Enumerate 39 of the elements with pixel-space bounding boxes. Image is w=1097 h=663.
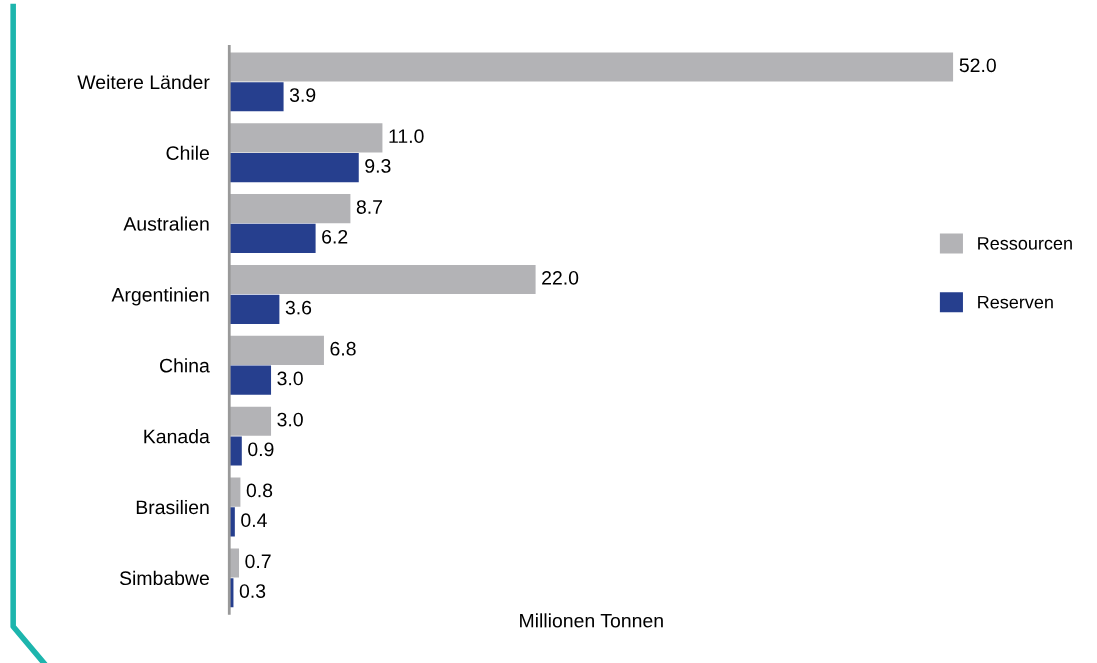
bar (229, 52, 954, 82)
bar (229, 123, 383, 153)
bar (229, 335, 324, 365)
bar (229, 82, 284, 112)
data-label: 8.7 (356, 200, 383, 214)
data-label: 52.0 (959, 58, 996, 73)
data-label: 0.7 (245, 554, 271, 569)
bar (229, 406, 272, 436)
y-tick-label: China (160, 358, 210, 373)
data-label: 3.0 (277, 412, 303, 427)
y-tick-label: Chile (166, 145, 209, 160)
bar (229, 223, 316, 254)
bar (229, 194, 351, 224)
legend-label: Ressourcen (978, 237, 1072, 250)
data-label: 22.0 (542, 270, 579, 285)
data-label: 3.0 (277, 371, 303, 386)
data-label: 0.3 (239, 584, 266, 598)
legend-label: Reserven (978, 295, 1053, 309)
data-label: 3.6 (285, 300, 312, 315)
bar (229, 365, 272, 395)
y-tick-label: Brasilien (136, 499, 209, 515)
bar (229, 264, 536, 295)
data-label: 6.2 (322, 229, 348, 244)
bar (229, 294, 280, 324)
y-tick-label: Argentinien (111, 287, 209, 306)
data-label: 0.4 (241, 513, 267, 528)
data-label: 3.9 (289, 88, 316, 102)
data-label: 0.9 (248, 442, 274, 457)
y-tick-label: Simbabwe (119, 570, 209, 586)
y-tick-label: Kanada (144, 429, 210, 444)
y-tick-label: Australien (123, 216, 209, 231)
bar (229, 152, 359, 183)
data-label: 9.3 (365, 159, 391, 173)
bar (229, 436, 242, 466)
y-tick-label: Weitere Länder (77, 74, 210, 90)
x-axis-title: Millionen Tonnen (520, 613, 663, 628)
data-label: 0.8 (246, 483, 273, 498)
data-label: 11.0 (389, 129, 424, 144)
data-label: 6.8 (330, 341, 356, 356)
